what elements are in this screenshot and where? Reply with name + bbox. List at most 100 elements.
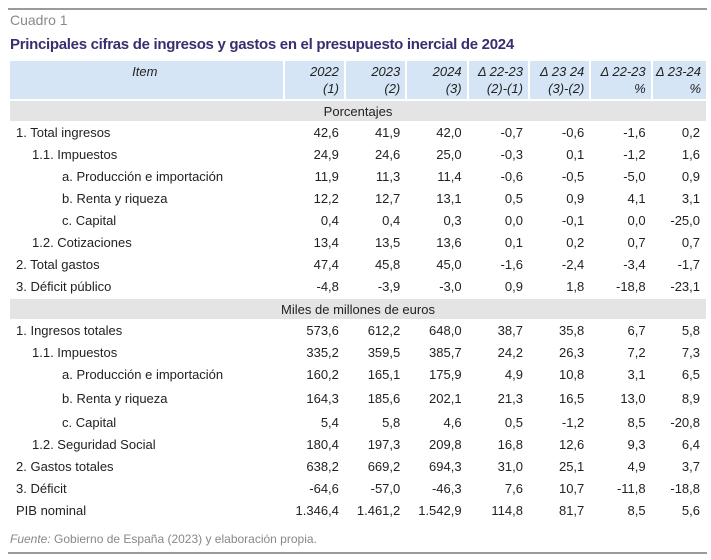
header-text: Δ 22-23 [600,64,646,79]
header-col-5: Δ 23 24 (3)-(2) [527,61,591,100]
cell-value: 209,8 [429,436,462,452]
table-row: 2. Total gastos 47,4 45,8 45,0 -1,6 -2,4 -3,4 -… [10,253,706,275]
cell-value: 4,9 [504,366,523,382]
cell-value: 12,7 [374,190,401,206]
cell-value: 1,6 [681,146,700,162]
cell-value: 4,1 [627,190,646,206]
cell-value: -0,5 [561,168,585,184]
cell-value: 669,2 [367,458,401,474]
cell-value: -25,0 [670,212,700,228]
cell-value: 694,3 [429,458,462,474]
cell-value: 6,7 [627,322,646,338]
cell-value: 197,3 [367,436,401,452]
cell-value: 0,9 [566,190,585,206]
cell-value: -18,8 [615,278,646,294]
header-text: (1) [323,81,339,96]
cell-value: 164,3 [306,390,339,406]
section-title: Miles de millones de euros [10,297,706,319]
cell-value: 38,7 [497,322,523,338]
table-row: c. Capital 0,4 0,4 0,3 0,0 -0,1 0,0 -25,0 [10,209,706,231]
table-row: a. Producción e importación 11,9 11,3 11,4 -… [10,165,706,187]
header-text: % [689,81,701,96]
table-row: a. Producción e importación 160,2 165,1 175… [10,363,706,385]
cell-value: 185,6 [367,390,401,406]
header-text: 2022 [309,64,339,79]
header-col-7: Δ 23-24% [650,61,706,100]
header-text: (2)-(1) [486,81,523,96]
header-col-3: 2024 (3) [405,61,468,100]
header-col-4: Δ 22-23 (2)-(1) [466,61,529,100]
cell-value: 12,6 [558,436,585,452]
header-text: (2) [384,81,401,96]
cell-value: 573,6 [306,322,339,338]
cell-value: -18,8 [670,480,700,496]
cell-value: 5,8 [681,322,700,338]
cell-value: 0,9 [504,278,523,294]
cell-value: 385,7 [429,344,462,360]
table-row: 1. Ingresos totales 573,6 612,2 648,0 38,7 35… [10,319,706,341]
table-row: 3. Déficit -64,6 -57,0 -46,3 7,6 10,7 -11,8 -18… [10,477,706,499]
cell-value: 114,8 [491,502,523,518]
cell-value: 6,5 [681,366,700,382]
cell-value: 10,8 [558,366,585,382]
cell-value: -57,0 [370,480,401,496]
cell-value: 3,1 [627,366,646,382]
cell-value: 5,6 [681,502,700,518]
cell-value: 41,9 [374,124,401,140]
cell-value: 0,5 [504,190,523,206]
cell-value: 1.461,2 [356,502,401,518]
row-label: c. Capital [62,414,117,430]
row-label: 3. Déficit público [16,278,112,294]
cell-value: 7,2 [627,344,646,360]
cell-value: 3,7 [681,458,700,474]
cell-value: 24,6 [374,146,401,162]
cell-value: -0,7 [500,124,523,140]
cell-value: 42,0 [436,124,462,140]
cell-value: 648,0 [429,322,462,338]
top-rule [8,8,707,10]
cell-value: -5,0 [623,168,646,184]
cell-value: 0,3 [443,212,462,228]
section-header: Porcentajes [10,99,706,121]
table-row: b. Renta y riqueza 164,3 185,6 202,1 21,3 16,… [10,385,706,411]
cell-value: 9,3 [627,436,646,452]
cell-value: 8,5 [627,502,646,518]
source-text: Gobierno de España (2023) y elaboración … [50,532,317,546]
cell-value: 11,3 [375,168,401,184]
table-row: 1.2. Seguridad Social 180,4 197,3 209,8 16,8… [10,433,706,455]
header-text [12,80,278,97]
cell-value: 42,6 [313,124,339,140]
cell-value: -20,8 [670,414,700,430]
cell-value: 12,2 [313,190,339,206]
cell-value: 31,0 [497,458,523,474]
row-label: c. Capital [62,212,117,228]
row-label: a. Producción e importación [62,168,224,184]
row-label: 3. Déficit [16,480,67,496]
table-row: b. Renta y riqueza 12,2 12,7 13,1 0,5 0,9 4,1 3… [10,187,706,209]
source-label: Fuente: [10,532,51,546]
cell-value: 202,1 [429,390,462,406]
cell-value: 16,8 [497,436,523,452]
row-label: 1.1. Impuestos [32,146,118,162]
header-col-6: Δ 22-23% [589,61,652,100]
cell-value: 6,4 [681,436,700,452]
cell-value: 81,7 [558,502,585,518]
cell-value: 45,8 [374,256,401,272]
cell-value: 11,4 [437,168,462,184]
cell-value: 5,4 [320,414,339,430]
table-row: 3. Déficit público -4,8 -3,9 -3,0 0,9 1,8 -18,… [10,275,706,298]
cell-value: -64,6 [309,480,339,496]
cell-value: -1,6 [500,256,523,272]
cell-value: 0,9 [681,168,700,184]
header-text: % [634,81,646,96]
header-text: Δ 23-24 [655,64,701,79]
cell-value: 45,0 [436,256,462,272]
cell-value: 8,5 [627,414,646,430]
cell-value: 0,4 [382,212,401,228]
cell-value: 0,7 [627,234,646,250]
header-text: 2023 [371,64,401,79]
table-row: 1.2. Cotizaciones 13,4 13,5 13,6 0,1 0,2 0,7 0,… [10,231,706,253]
cell-value: 0,5 [504,414,523,430]
cell-value: -0,3 [500,146,523,162]
cell-value: 0,0 [504,212,523,228]
